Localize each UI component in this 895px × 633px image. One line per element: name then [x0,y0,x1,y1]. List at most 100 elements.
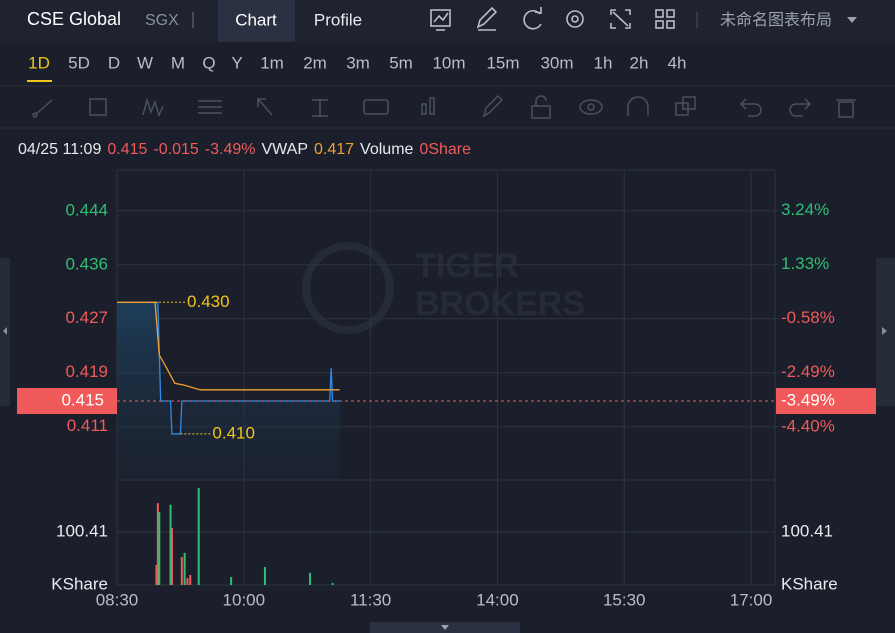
tool[interactable] [739,98,762,117]
icon-settings[interactable] [566,10,584,28]
timeframe[interactable]: 15m [486,53,519,72]
tab-active-bg [218,0,295,42]
watermark: BROKERS [415,285,585,323]
x-tick-label: 15:30 [603,590,646,609]
timeframe[interactable]: 30m [540,53,573,72]
timeframe[interactable]: 1m [260,53,284,72]
y-tick-label: 0.436 [65,254,108,273]
tool[interactable] [531,95,551,119]
timeframe[interactable]: 1D [28,53,50,72]
x-tick-label: 11:30 [350,590,391,609]
timeframe[interactable]: M [171,53,185,72]
volume-bar [186,578,189,585]
volume-bar [197,487,200,585]
tab[interactable]: Chart [235,10,277,29]
timeframe[interactable]: Y [231,53,242,72]
y-tick-label: 0.419 [65,362,108,381]
tool[interactable] [579,99,603,115]
volume-bar [331,582,334,585]
exchange: SGX [145,12,179,29]
y2-tick-label: -4.40% [781,416,835,435]
x-tick-label: 08:30 [96,590,139,609]
volume-tick-label: 100.41 [56,521,108,540]
dropdown-arrow[interactable] [847,17,857,23]
volume-bar [158,512,161,585]
last-change-tag [776,388,876,415]
series-line [117,301,340,391]
tool[interactable] [482,94,504,118]
timeframe[interactable]: D [108,53,120,72]
tool[interactable] [198,100,222,114]
tool[interactable] [363,99,389,115]
volume-bar [180,557,183,585]
timeframe[interactable]: 2m [303,53,327,72]
watermark-logo [302,242,394,334]
tool[interactable] [789,98,812,117]
volume-tick-label: KShare [51,574,108,593]
last-change-label: -3.49% [781,391,835,410]
quote-item: 04/25 11:09 [18,141,101,158]
tool[interactable] [257,98,273,116]
symbol: CSE Global [27,9,121,29]
quote-item: 0.417 [314,141,354,158]
y2-tick-label: 3.24% [781,200,829,219]
icon-draw[interactable] [476,6,498,31]
volume-bar [183,552,186,585]
icon-fullscreen[interactable] [610,9,631,29]
tab[interactable]: Profile [314,10,362,29]
quote-item: VWAP [261,141,308,158]
timeframe[interactable]: 2h [630,53,649,72]
icon-refresh[interactable] [523,7,542,30]
timeframe[interactable]: 4h [668,53,687,72]
tool[interactable] [836,99,856,118]
annotation-label: 0.430 [187,292,230,311]
volume-bar [170,527,173,585]
header-bar [0,0,895,42]
volume-bar [169,504,172,585]
timeframe[interactable]: 10m [432,53,465,72]
timeframe[interactable]: 5m [389,53,413,72]
volume-bar [230,577,233,585]
layout-name[interactable]: 未命名图表布局 [720,11,832,29]
y2-tick-label: -0.58% [781,308,835,327]
quote-item: Volume [360,141,413,158]
timeframe[interactable]: 3m [346,53,370,72]
y-tick-label: 0.427 [65,308,108,327]
tool[interactable] [675,96,696,116]
quote-item: 0.415 [107,141,147,158]
x-tick-label: 17:00 [730,590,773,609]
volume-bar [309,572,312,585]
last-price-label: 0.415 [61,391,104,410]
tool[interactable] [312,99,328,117]
y-tick-label: 0.411 [67,416,108,435]
watermark: TIGER [415,247,519,285]
quote-item: -0.015 [153,141,198,158]
y-tick-label: 0.444 [65,200,108,219]
side-arrow [3,327,7,335]
tool[interactable] [89,98,107,116]
tool[interactable] [142,97,164,118]
last-price-tag [17,388,117,415]
quote-item: -3.49% [205,141,256,158]
volume-bar [156,503,159,585]
x-tick-label: 14:00 [476,590,519,609]
bottom-arrow [441,625,449,630]
icon-layout[interactable] [655,9,675,29]
tool[interactable] [32,99,53,118]
timeframe[interactable]: Q [202,53,215,72]
tool[interactable] [627,96,649,116]
annotation-label: 0.410 [212,423,255,442]
icon-indicator[interactable] [430,9,451,31]
y2-tick-label: 1.33% [781,254,829,273]
x-tick-label: 10:00 [223,590,266,609]
timeframe[interactable]: 5D [68,53,90,72]
volume-tick-label: 100.41 [781,521,833,540]
price-area [117,302,340,480]
timeframe[interactable]: 1h [594,53,613,72]
timeframe[interactable]: W [137,53,153,72]
y2-tick-label: -2.49% [781,362,835,381]
tool[interactable] [421,97,435,115]
